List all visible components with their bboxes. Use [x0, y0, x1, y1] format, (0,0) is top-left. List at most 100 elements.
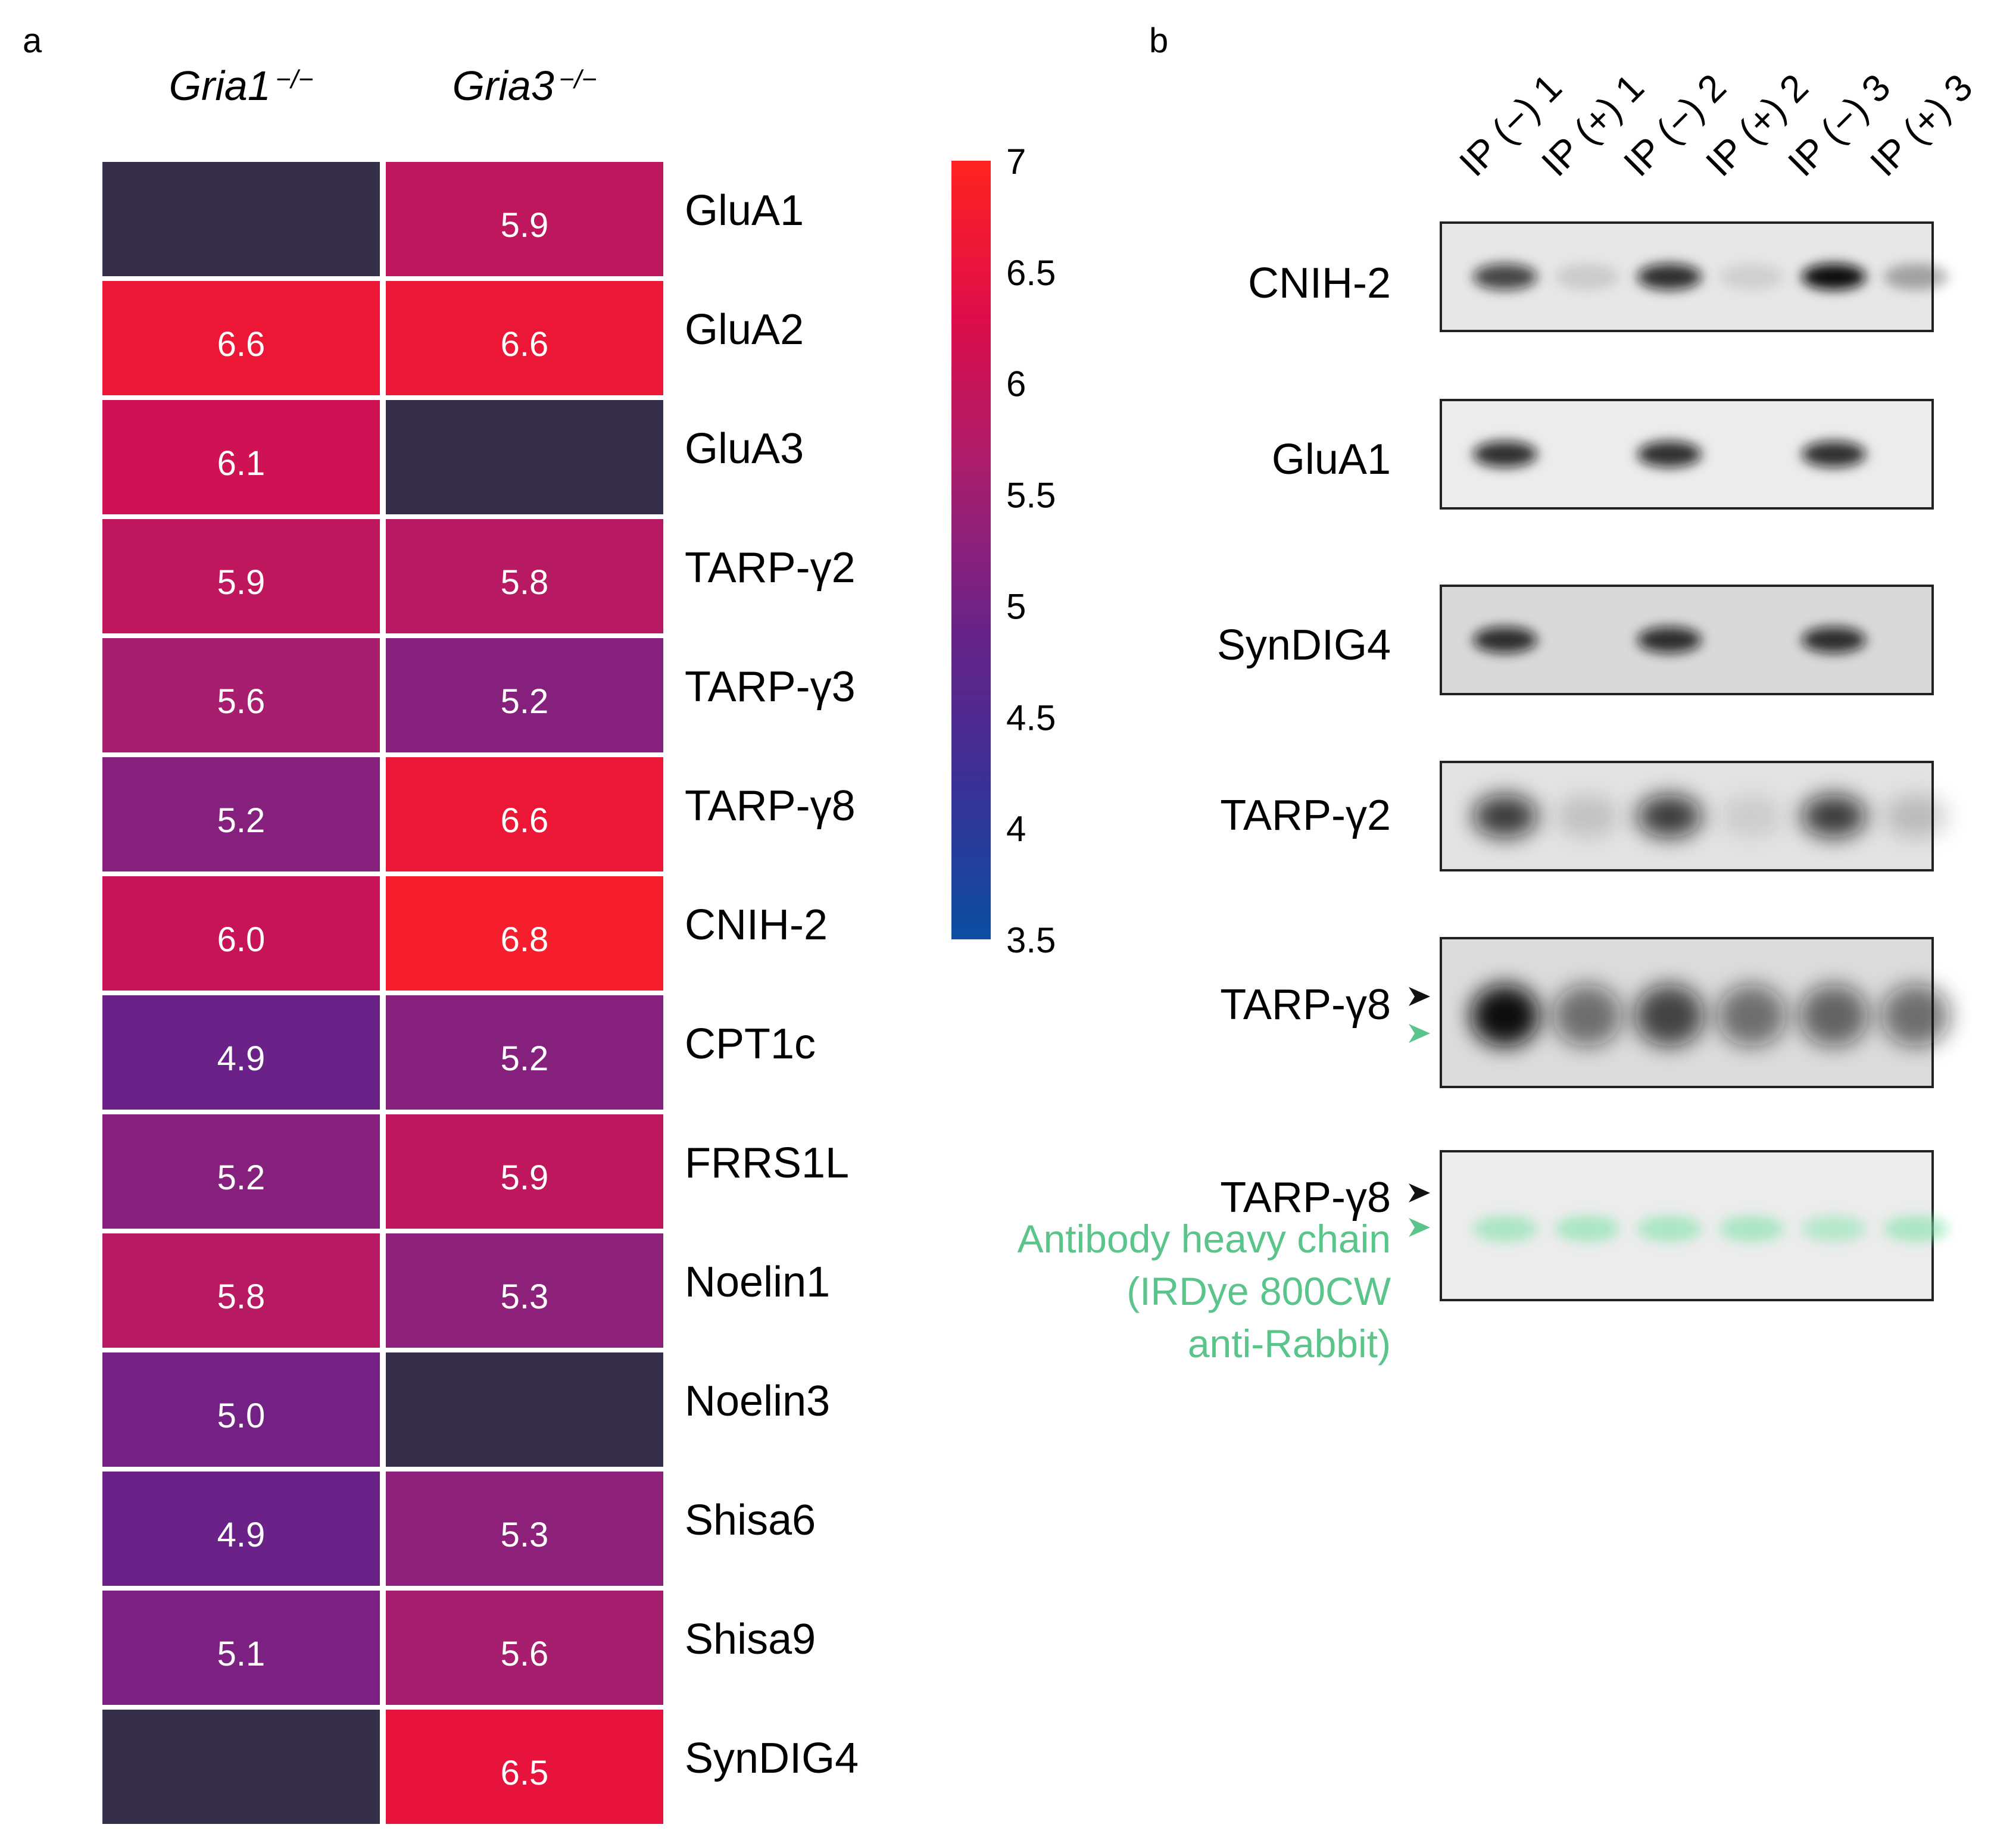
heatmap-cell — [102, 1352, 380, 1467]
heatmap-row-label: TARP-γ2 — [685, 544, 856, 592]
heatmap-cell-value: 5.8 — [501, 563, 549, 602]
heatmap-cell — [386, 1233, 663, 1348]
heatmap-cell-value: 5.6 — [217, 682, 266, 721]
blot-panel-label: TARP-γ8 — [1220, 981, 1391, 1029]
blot-panel: CNIH-2 — [1248, 221, 1948, 332]
blot-band — [1555, 264, 1619, 290]
heatmap-cell-value: 5.2 — [501, 682, 549, 721]
heatmap-cell-value: 4.9 — [217, 1039, 266, 1078]
heatmap-cell — [102, 995, 380, 1110]
heatmap-cell — [386, 519, 663, 633]
heatmap-row-label: CNIH-2 — [685, 901, 828, 949]
heatmap-cell — [102, 519, 380, 633]
band-arrow-icon — [1409, 1183, 1430, 1202]
blot-panel: TARP-γ8 — [1220, 937, 1951, 1088]
blot-panel: SynDIG4 — [1217, 585, 1934, 695]
blot-band — [1637, 795, 1702, 838]
heatmap-row-label: TARP-γ8 — [685, 782, 856, 830]
heatmap-cell — [386, 1591, 663, 1705]
blot-band — [1802, 1216, 1866, 1242]
blot-band — [1719, 1216, 1784, 1242]
column-header: Gria1 −/− — [169, 63, 314, 109]
heatmap-cell — [386, 757, 663, 871]
blot-band — [1471, 985, 1540, 1046]
heatmap-cell — [386, 876, 663, 991]
heatmap-cell — [386, 400, 663, 514]
panel-label-a: a — [23, 21, 42, 60]
band-arrow-icon — [1409, 1024, 1430, 1043]
heatmap-row-label: Shisa9 — [685, 1616, 816, 1663]
heatmap-row-label: Noelin3 — [685, 1377, 830, 1425]
blot-panel: TARP-γ2 — [1220, 761, 1948, 871]
antibody-heavy-chain-note: Antibody heavy chain (IRDye 800CW anti-Rab… — [1018, 1217, 1391, 1366]
blot-band — [1473, 795, 1537, 838]
heatmap-cell-value: 6.6 — [217, 325, 266, 364]
blot-band — [1881, 985, 1951, 1046]
blot-panel-label: GluA1 — [1272, 436, 1391, 483]
band-arrow-icon — [1409, 987, 1430, 1006]
heatmap-cell-value: 5.8 — [217, 1277, 266, 1316]
heatmap-cell — [102, 400, 380, 514]
colorbar-tick-label: 3.5 — [1006, 920, 1056, 960]
blot-band — [1555, 1216, 1619, 1242]
blot-lane-labels: IP (−) 1IP (+) 1IP (−) 2IP (+) 2IP (−) 3… — [1451, 65, 1981, 185]
heatmap-cell-value: 5.9 — [217, 563, 266, 602]
heatmap-cell — [102, 638, 380, 752]
heatmap-row-label: TARP-γ3 — [685, 663, 856, 711]
blot-band — [1802, 264, 1866, 290]
colorbar-tick-label: 6 — [1006, 364, 1026, 404]
colorbar-tick-label: 5 — [1006, 586, 1026, 626]
heatmap-cell-value: 5.6 — [501, 1635, 549, 1673]
blot-panel: TARP-γ8 — [1220, 1150, 1948, 1301]
heatmap-cell-value: 5.9 — [501, 206, 549, 245]
heatmap-cell-value: 6.6 — [501, 325, 549, 364]
heatmap-row-label: CPT1c — [685, 1020, 816, 1068]
heatmap-cell — [102, 1114, 380, 1229]
colorbar: 7 6.5 6 5.5 5 4.5 4 3.5 — [951, 142, 1056, 960]
heatmap-cell-value: 6.0 — [217, 920, 266, 959]
heatmap-cell — [386, 1472, 663, 1586]
heatmap-cell-value: 6.1 — [217, 444, 266, 483]
heatmap-cell — [102, 757, 380, 871]
heatmap-cell — [102, 1591, 380, 1705]
blot-band — [1473, 1216, 1537, 1242]
blot-band — [1719, 795, 1784, 838]
heatmap-row-label: GluA3 — [685, 425, 804, 473]
heatmap-row-label: Shisa6 — [685, 1497, 816, 1544]
green-note-line: (IRDye 800CW — [1126, 1269, 1391, 1313]
band-arrow-icon — [1409, 1218, 1430, 1237]
colorbar-tick-label: 7 — [1006, 142, 1026, 182]
blot-band — [1553, 985, 1622, 1046]
heatmap-cell-value: 5.3 — [501, 1277, 549, 1316]
blot-band — [1802, 441, 1866, 467]
blot-band — [1884, 264, 1948, 290]
blot-band — [1473, 627, 1537, 653]
heatmap-cell-value: 6.8 — [501, 920, 549, 959]
blot-band — [1637, 1216, 1702, 1242]
blot-band — [1637, 441, 1702, 467]
blot-band — [1802, 795, 1866, 838]
heatmap-cell — [386, 281, 663, 395]
heatmap-cell-value: 5.1 — [217, 1635, 266, 1673]
blot-band — [1635, 985, 1704, 1046]
blot-band — [1884, 1216, 1948, 1242]
heatmap-cell — [386, 995, 663, 1110]
heatmap-cell — [386, 1352, 663, 1467]
column-header-superscript: −/− — [276, 65, 314, 94]
column-header-superscript: −/− — [559, 65, 597, 94]
colorbar-tick-label: 6.5 — [1006, 253, 1056, 293]
green-note-line: Antibody heavy chain — [1018, 1217, 1391, 1261]
blot-band — [1719, 264, 1784, 290]
heatmap-cell-value: 4.9 — [217, 1516, 266, 1554]
blot-panel-label: TARP-γ2 — [1220, 792, 1391, 839]
heatmap-cell — [102, 281, 380, 395]
blot-band — [1473, 264, 1537, 290]
heatmap-cell-value: 5.2 — [217, 1158, 266, 1197]
heatmap-row-label: SynDIG4 — [685, 1735, 859, 1782]
heatmap-cell — [102, 162, 380, 276]
colorbar-tick-label: 4.5 — [1006, 698, 1056, 738]
blot-band — [1637, 627, 1702, 653]
heatmap-cell — [102, 1233, 380, 1348]
blot-panels: CNIH-2 GluA1 SynDIG4 TARP-γ2 TARP-γ8 TARP-γ8 — [1217, 221, 1951, 1301]
